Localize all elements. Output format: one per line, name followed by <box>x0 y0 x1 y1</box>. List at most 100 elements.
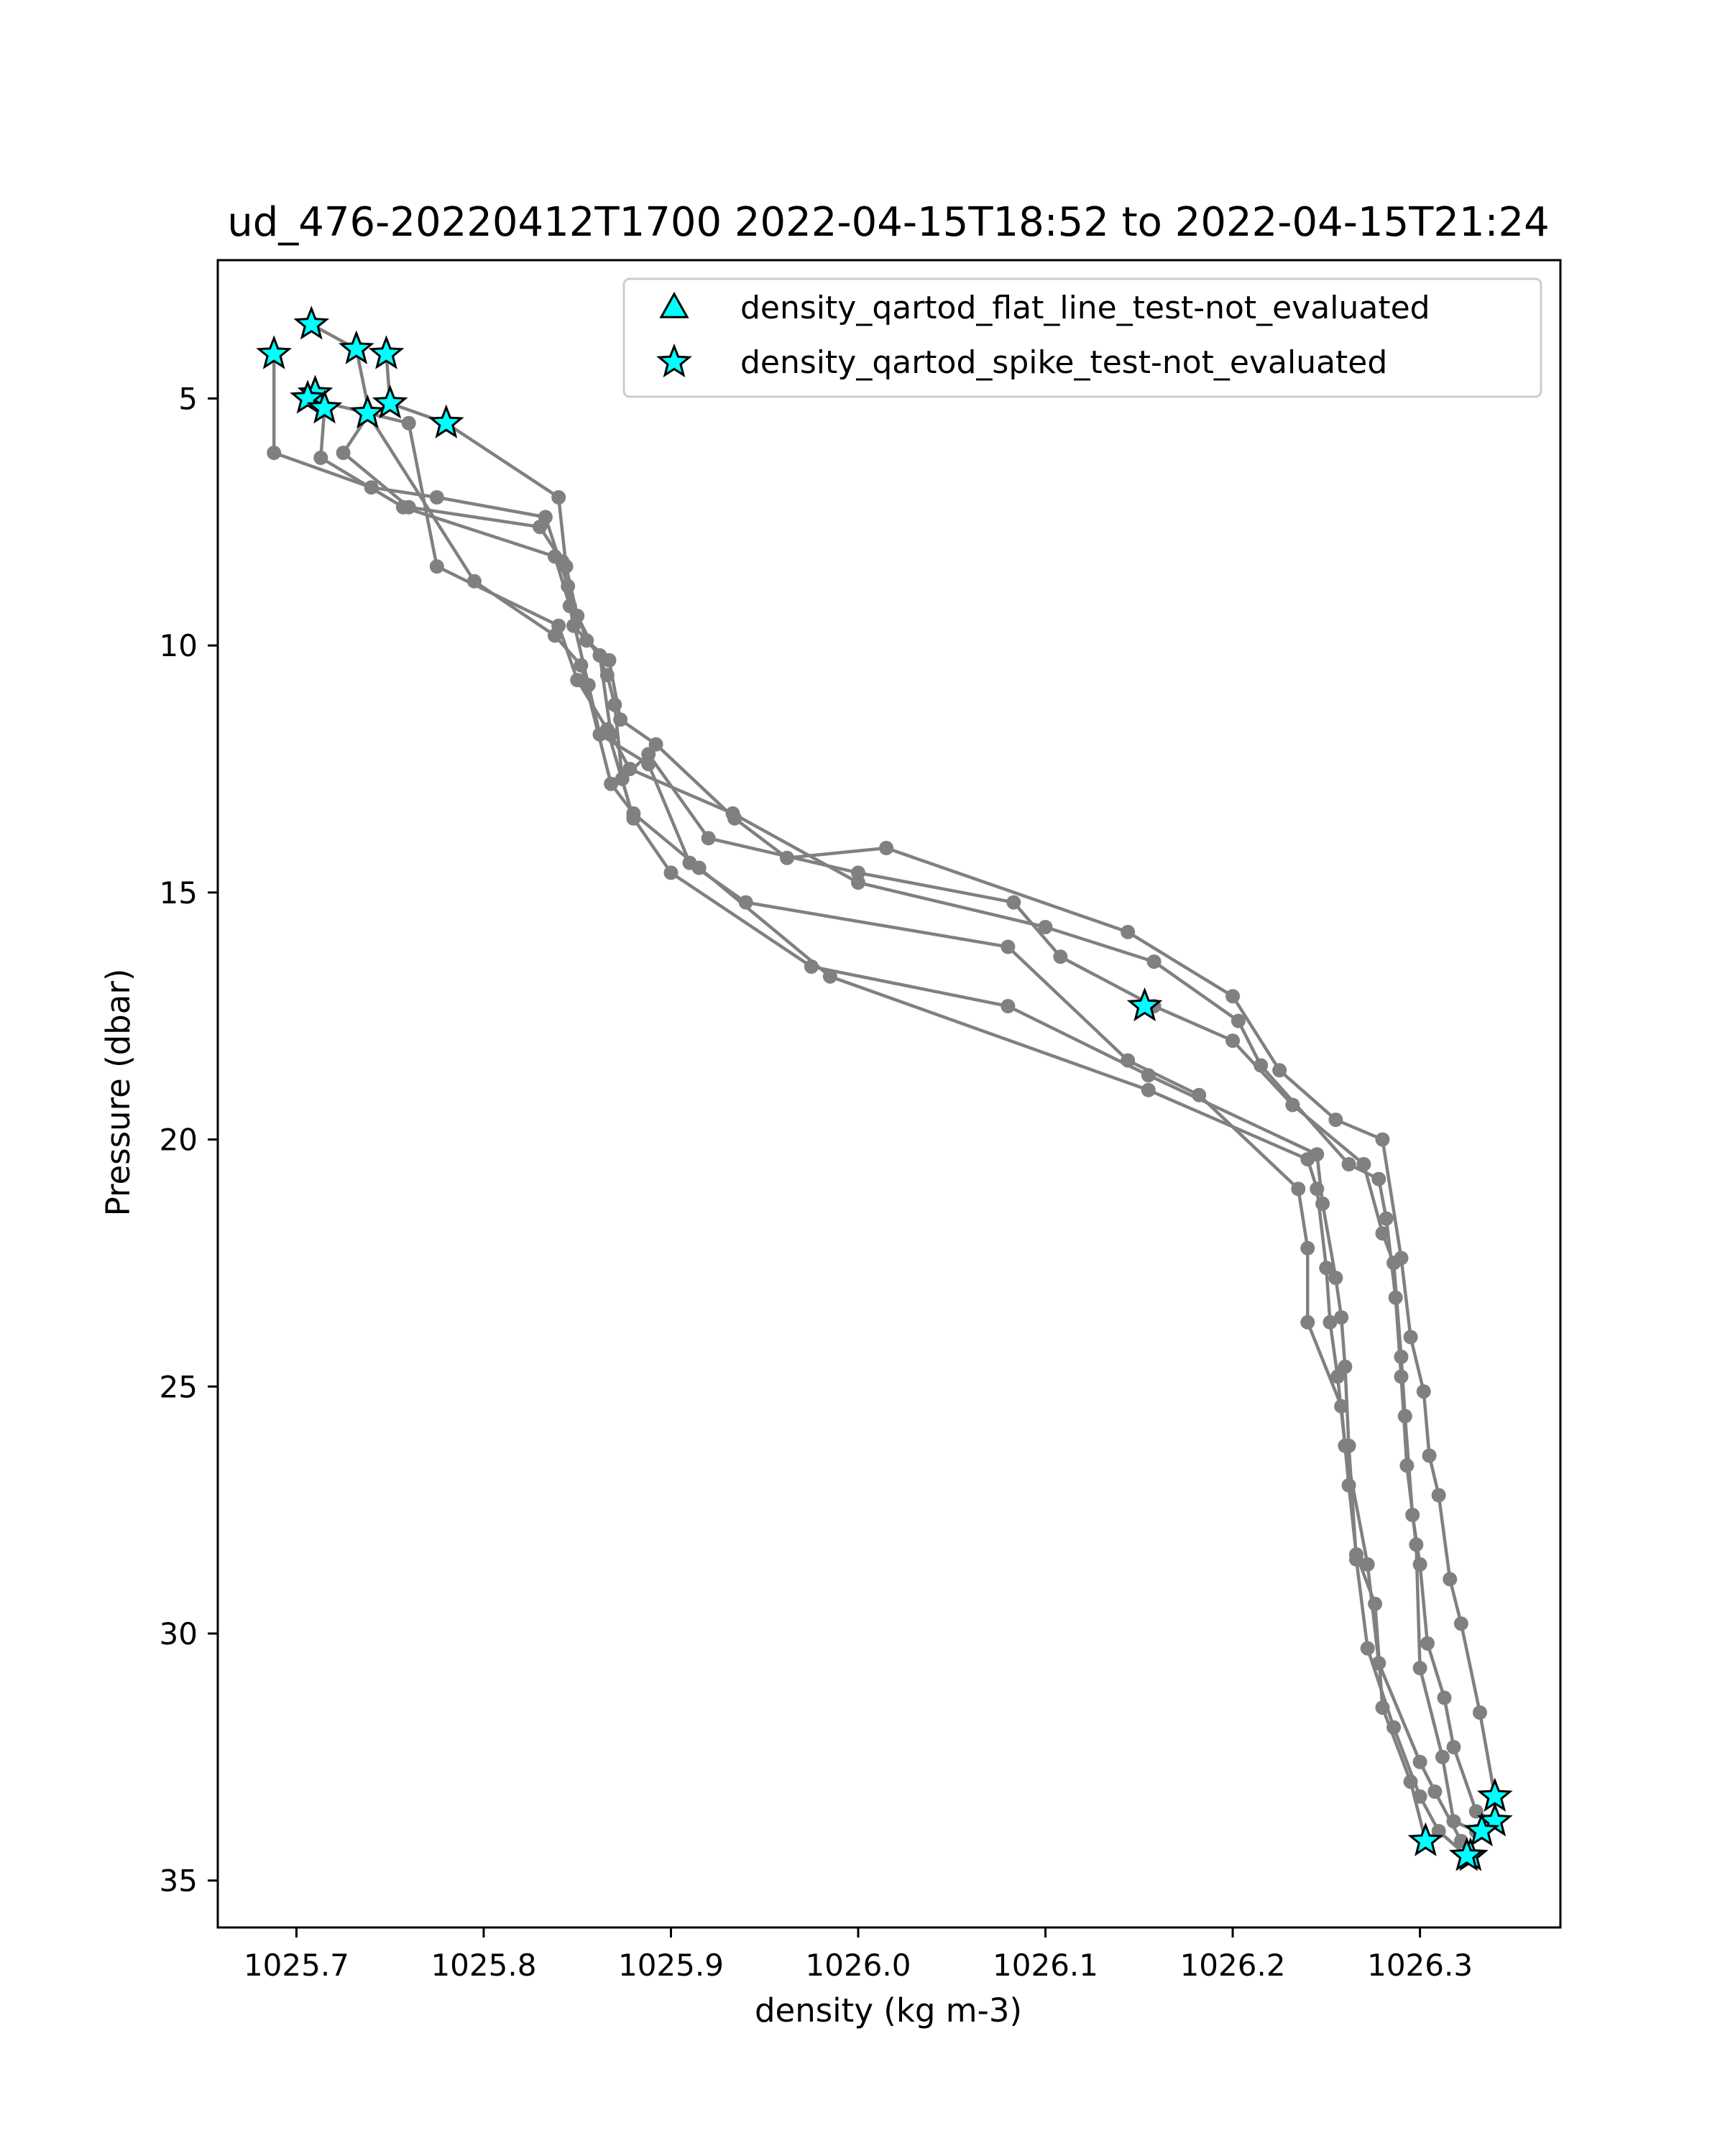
data-point <box>725 806 740 821</box>
y-tick-label: 10 <box>160 628 198 663</box>
data-point <box>533 520 548 535</box>
spike-flag-star <box>1463 1812 1500 1847</box>
spike-flag-star <box>1126 987 1163 1022</box>
data-point <box>1330 1369 1345 1384</box>
spike-flag-markers <box>256 305 1513 1871</box>
plot-frame <box>216 259 1562 1929</box>
data-point <box>701 831 716 846</box>
data-point <box>1427 1784 1443 1799</box>
data-point <box>551 490 566 505</box>
data-point <box>1360 1641 1375 1656</box>
data-point <box>1334 1310 1349 1325</box>
data-point <box>1412 1557 1427 1572</box>
data-point <box>1349 1552 1363 1567</box>
data-point <box>1468 1804 1484 1819</box>
x-axis-ticks: 1025.7 1025.8 1025.9 1026.0 1026.1 1026.2 1026… <box>244 1927 1473 1983</box>
data-point <box>1360 1557 1375 1572</box>
data-point <box>1121 924 1136 939</box>
profile-6 <box>360 406 1478 1864</box>
data-point <box>548 628 562 643</box>
spike-flag-star <box>428 404 464 438</box>
data-point <box>1310 1181 1325 1197</box>
data-point <box>1371 1171 1386 1187</box>
y-tick-label: 20 <box>160 1123 198 1158</box>
data-point <box>1328 1112 1343 1128</box>
data-point <box>1379 1211 1394 1226</box>
data-point <box>1446 1740 1461 1755</box>
legend: density_qartod_flat_line_test-not_evalua… <box>622 277 1542 398</box>
data-point <box>1443 1572 1458 1587</box>
data-point <box>622 762 638 776</box>
data-point <box>1386 1256 1402 1271</box>
data-point <box>1141 1068 1156 1083</box>
data-point <box>1371 1656 1386 1671</box>
data-point <box>267 446 282 461</box>
y-tick-label: 5 <box>178 381 198 416</box>
data-point <box>574 658 589 673</box>
data-point <box>1375 1132 1390 1147</box>
data-point <box>1435 1749 1450 1764</box>
y-axis-label: Pressure (dbar) <box>99 969 137 1217</box>
data-point <box>641 747 656 762</box>
spike-flag-star <box>293 305 330 340</box>
data-point <box>1453 1616 1468 1631</box>
data-point <box>1300 1240 1315 1256</box>
data-point <box>1053 949 1068 964</box>
data-point <box>1146 954 1162 969</box>
spike-flag-star <box>1448 1837 1485 1871</box>
spike-flag-star <box>290 379 326 414</box>
x-tick-label: 1026.3 <box>1367 1948 1473 1983</box>
data-point <box>1416 1384 1431 1399</box>
data-point <box>1285 1097 1300 1112</box>
data-point <box>1319 1261 1334 1276</box>
chart-title: ud_476-20220412T1700 2022-04-15T18:52 to… <box>227 199 1550 246</box>
data-point <box>429 490 444 505</box>
data-point <box>558 559 574 574</box>
data-point <box>1375 1226 1390 1241</box>
data-point <box>1322 1314 1338 1330</box>
data-point <box>548 549 562 564</box>
data-point <box>1405 1508 1420 1522</box>
data-point <box>1341 1157 1356 1171</box>
data-point <box>429 559 444 574</box>
data-point <box>1356 1157 1371 1171</box>
data-point <box>879 841 894 855</box>
data-point <box>1000 939 1016 954</box>
data-point <box>626 806 641 821</box>
data-point <box>570 673 585 688</box>
data-point <box>401 415 416 430</box>
y-tick-label: 15 <box>160 875 198 911</box>
data-point <box>1437 1690 1452 1705</box>
data-point <box>851 865 865 880</box>
data-point <box>1420 1636 1435 1651</box>
x-tick-label: 1026.1 <box>993 1948 1098 1983</box>
data-point <box>1412 1789 1427 1804</box>
x-tick-label: 1026.0 <box>806 1948 911 1983</box>
y-axis-ticks: 5 10 15 20 25 30 35 <box>160 381 218 1899</box>
data-point <box>1141 1082 1156 1097</box>
data-point <box>599 722 615 737</box>
data-point <box>851 875 865 890</box>
spike-flag-star <box>306 390 343 424</box>
data-point <box>1338 1359 1353 1374</box>
y-tick-label: 25 <box>160 1369 198 1404</box>
data-point <box>1422 1448 1437 1463</box>
spike-flag-star <box>372 384 408 419</box>
profile-3 <box>379 346 1502 1829</box>
data-point <box>1225 989 1241 1004</box>
y-tick-label: 30 <box>160 1616 198 1651</box>
data-point <box>313 451 328 465</box>
data-point <box>738 895 753 910</box>
spike-flag-star <box>338 330 374 364</box>
spike-flag-star <box>349 394 386 429</box>
data-point <box>395 499 410 515</box>
legend-label: density_qartod_flat_line_test-not_evalua… <box>740 290 1430 326</box>
data-point <box>1394 1350 1409 1364</box>
data-point <box>1038 920 1053 934</box>
data-point <box>604 776 619 791</box>
data-point <box>607 697 622 712</box>
x-tick-label: 1026.2 <box>1180 1948 1286 1983</box>
data-point <box>1386 1720 1402 1735</box>
data-point <box>641 757 656 772</box>
